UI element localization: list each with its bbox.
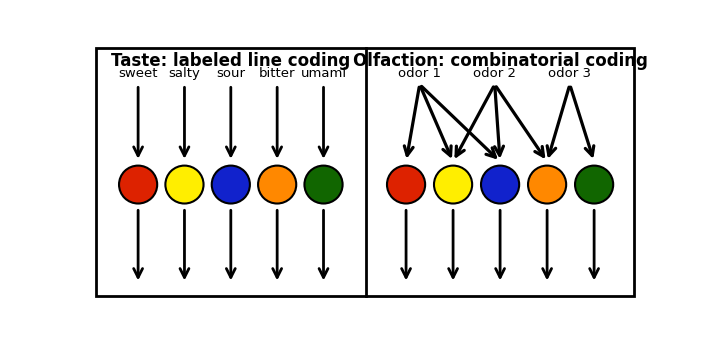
- Text: salty: salty: [169, 67, 200, 80]
- Ellipse shape: [211, 166, 250, 203]
- Text: Taste: labeled line coding: Taste: labeled line coding: [111, 52, 350, 70]
- Text: Olfaction: combinatorial coding: Olfaction: combinatorial coding: [352, 52, 647, 70]
- Ellipse shape: [575, 166, 613, 203]
- Text: bitter: bitter: [259, 67, 295, 80]
- Ellipse shape: [119, 166, 157, 203]
- Text: sour: sour: [216, 67, 246, 80]
- FancyBboxPatch shape: [95, 48, 634, 297]
- Ellipse shape: [481, 166, 519, 203]
- Ellipse shape: [258, 166, 296, 203]
- Ellipse shape: [165, 166, 204, 203]
- Ellipse shape: [305, 166, 342, 203]
- Ellipse shape: [434, 166, 472, 203]
- Text: umami: umami: [300, 67, 347, 80]
- Text: odor 1: odor 1: [398, 67, 441, 80]
- Ellipse shape: [528, 166, 566, 203]
- Ellipse shape: [387, 166, 425, 203]
- Text: odor 3: odor 3: [548, 67, 592, 80]
- Text: sweet: sweet: [118, 67, 158, 80]
- Text: odor 2: odor 2: [473, 67, 516, 80]
